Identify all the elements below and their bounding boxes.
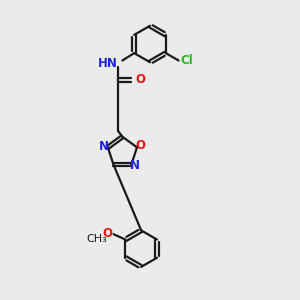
Text: CH₃: CH₃ [86,234,107,244]
Text: O: O [136,73,146,86]
Text: O: O [136,140,146,152]
Text: HN: HN [98,57,118,70]
Text: N: N [99,140,109,153]
Text: N: N [130,158,140,172]
Text: O: O [102,227,112,240]
Text: Cl: Cl [180,54,193,67]
